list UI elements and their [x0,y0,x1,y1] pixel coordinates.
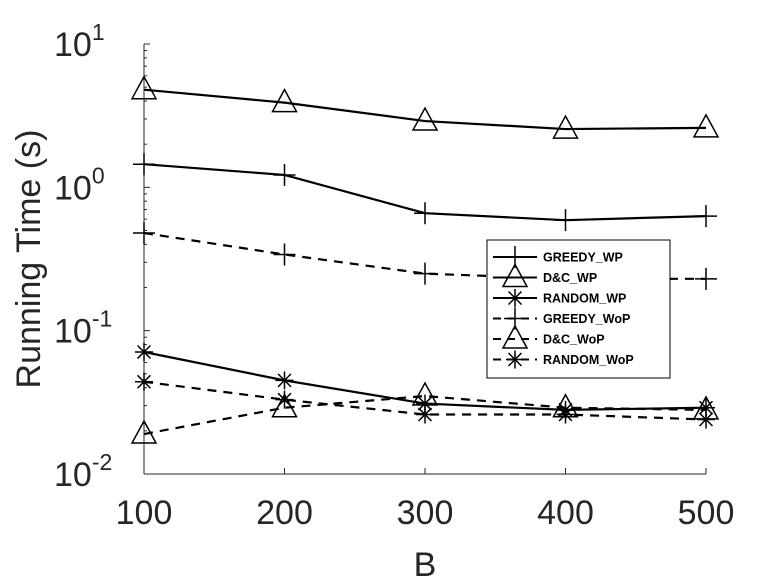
data-point-random-wp [135,342,153,361]
legend-item-greedy-wp: GREEDY_WP [493,246,623,268]
data-point-greedy-wp [133,153,155,176]
y-tick-label: 10-1 [54,306,112,351]
data-point-dandc-wp [130,75,158,100]
data-point-dandc-wp [692,113,720,138]
legend-label: GREEDY_WoP [543,312,630,326]
legend-label: RANDOM_WP [543,292,626,306]
data-point-greedy-wop [133,222,155,245]
data-point-random-wp [275,371,294,390]
series-line-dandc-wp [143,88,707,131]
data-point-dandc-wop [411,381,439,406]
y-tick-label: 100 [54,162,105,207]
data-point-random-wp [697,398,715,417]
x-tick-label: 500 [678,494,735,532]
y-axis-ticks: 10-2 10-1 100 101 [54,19,150,494]
legend-label: D&C_WoP [543,333,605,347]
data-point-greedy-wop [695,267,717,290]
legend-marker [506,289,524,307]
legend-marker [501,324,529,349]
x-tick-label: 200 [256,494,313,532]
data-point-dandc-wp [552,114,579,139]
data-point-greedy-wop [273,243,296,266]
data-point-random-wop [135,372,153,391]
series-random-wop [135,372,715,429]
x-tick-label: 100 [116,494,173,532]
y-axis-title: Running Time (s) [10,130,48,389]
legend-item-random-wop: RANDOM_WoP [493,350,634,369]
series-line-dandc-wop [143,394,707,436]
series-greedy-wp [133,153,717,232]
legend-item-greedy-wop: GREEDY_WoP [493,307,630,330]
data-point-greedy-wp [554,209,577,232]
series-line-random-wop [143,380,707,421]
legend-item-random-wp: RANDOM_WP [493,289,626,307]
legend-label: D&C_WP [543,271,597,285]
legend-label: RANDOM_WoP [543,353,634,367]
legend-item-dandc-wp: D&C_WP [493,262,597,288]
legend-label: GREEDY_WP [543,251,623,265]
legend-marker [506,350,524,369]
data-point-greedy-wop [414,262,436,285]
data-point-greedy-wp [273,163,296,186]
legend-box [486,239,671,379]
y-tick-label: 10-2 [54,449,112,494]
data-point-dandc-wop [130,419,158,444]
data-point-random-wop [416,405,434,424]
x-axis-ticks: 100 200 300 400 500 [116,468,735,532]
legend-marker [501,262,529,288]
legend-item-dandc-wop: D&C_WoP [493,324,605,349]
x-tick-label: 300 [397,494,454,532]
data-point-dandc-wp [271,88,298,113]
series-dandc-wp [130,75,720,139]
data-point-random-wop [556,405,575,424]
y-tick-label: 101 [54,19,105,64]
legend: GREEDY_WP D&C_WP RANDOM_WP GREEDY_WoP D&C_Wo… [486,239,671,379]
data-point-random-wp [416,394,434,413]
data-point-greedy-wp [695,205,717,228]
data-point-dandc-wp [411,106,439,131]
data-point-random-wop [697,410,715,429]
x-tick-label: 400 [537,494,594,532]
data-point-random-wop [275,390,294,409]
x-axis-title: B [414,546,437,584]
data-point-greedy-wp [414,202,436,225]
